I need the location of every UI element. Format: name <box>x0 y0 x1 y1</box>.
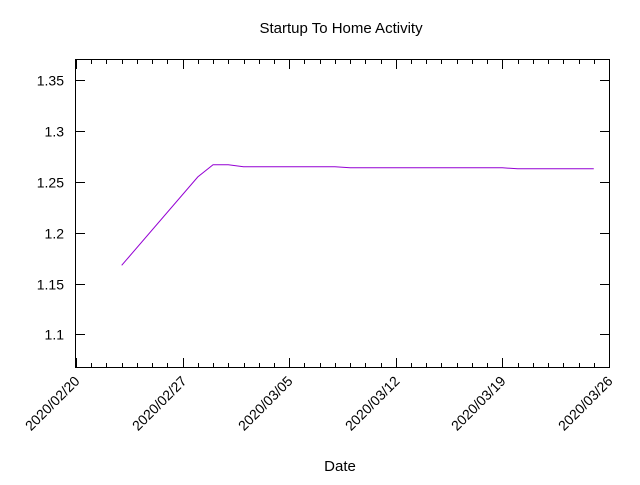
y-tick-label: 1.3 <box>45 124 65 140</box>
y-tick-label: 1.25 <box>37 175 64 191</box>
y-tick-label: 1.1 <box>45 327 65 343</box>
y-tick-label: 1.35 <box>37 73 64 89</box>
y-tick-label: 1.2 <box>45 226 65 242</box>
chart-title: Startup To Home Activity <box>259 20 423 37</box>
series-layer <box>121 164 594 266</box>
y-tick-label: 1.15 <box>37 277 64 293</box>
series-line <box>121 164 594 266</box>
y-axis-ticks: 1.1 1.15 1.2 1.25 1.3 1.35 <box>37 73 609 343</box>
plot-area-frame <box>75 59 610 368</box>
x-axis-label: Date <box>324 458 356 475</box>
